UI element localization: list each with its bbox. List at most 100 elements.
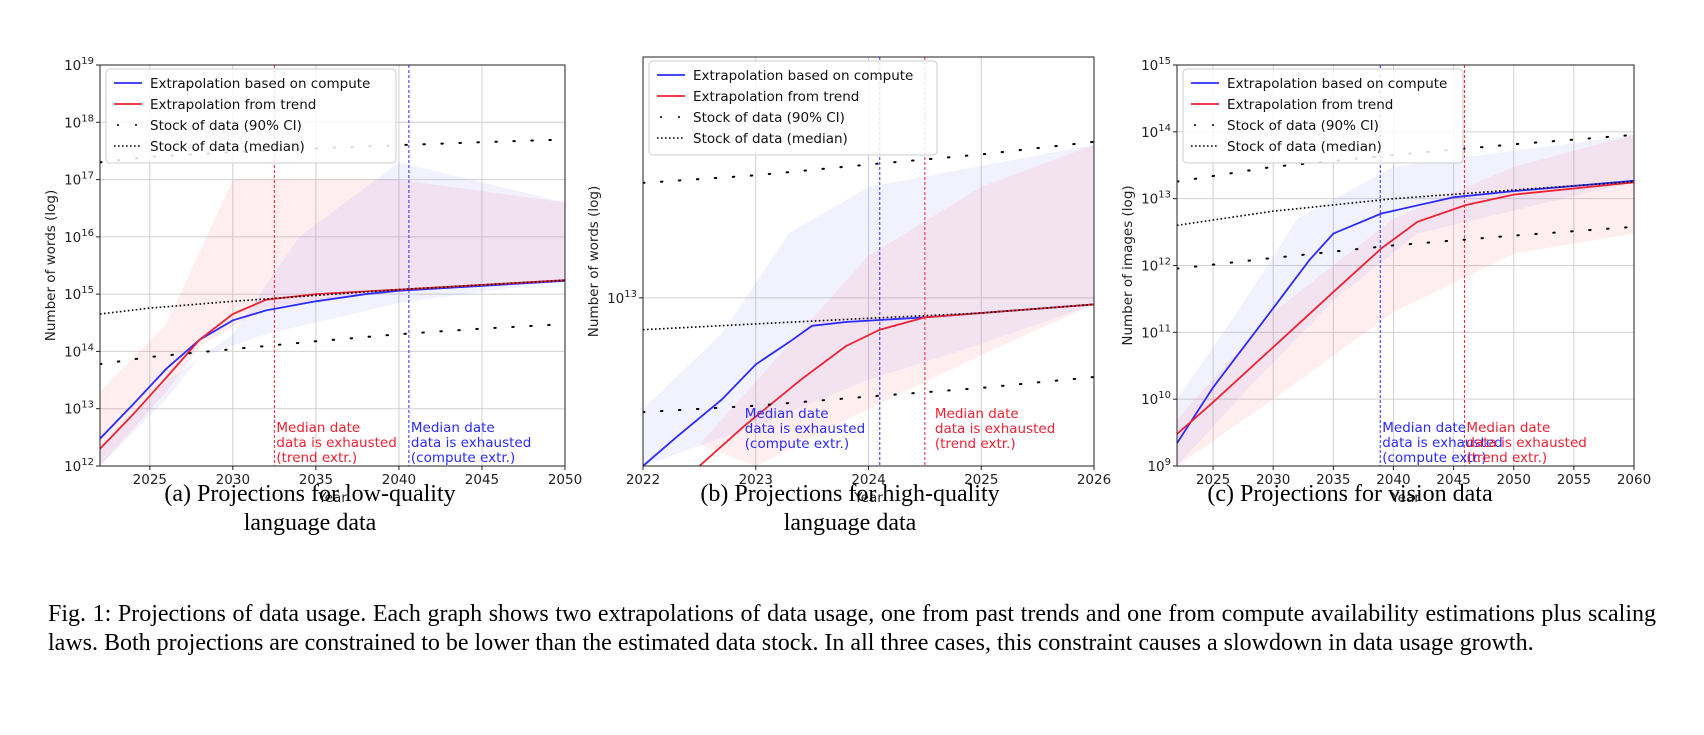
subcaption-c-line1: (c) Projections for vision data xyxy=(1207,481,1493,507)
legend-box xyxy=(105,68,397,164)
legend: Extrapolation based on compute Extrapolat… xyxy=(105,68,397,164)
x-tick-label: 2024 xyxy=(851,472,885,488)
plot-area xyxy=(643,57,1094,466)
y-tick-label: 1010 xyxy=(1141,390,1171,408)
y-tick-label: 1014 xyxy=(1141,123,1171,141)
x-axis-label: Year xyxy=(317,490,347,506)
annotation-label: Median date xyxy=(745,406,829,422)
legend-item: Stock of data (90% CI) xyxy=(117,118,302,134)
series-line xyxy=(1177,179,1634,444)
y-tick-label: 1011 xyxy=(1141,323,1171,341)
y-tick-label: 1013 xyxy=(607,289,637,307)
legend-item: Stock of data (90% CI) xyxy=(1194,118,1379,134)
legend-box xyxy=(1182,68,1464,164)
legend-item: Extrapolation based on compute xyxy=(657,68,913,84)
y-tick-label: 109 xyxy=(1147,457,1171,475)
ci-dotted-line xyxy=(100,323,565,366)
subcaption-b-line2: language data xyxy=(783,510,917,536)
subcaption-a-line1: (a) Projections for low-quality xyxy=(164,481,456,507)
x-tick-label: 2025 xyxy=(964,472,998,488)
legend-swatch xyxy=(678,116,680,118)
legend-item: Stock of data (median) xyxy=(114,139,305,155)
x-tick-label: 2022 xyxy=(626,472,660,488)
legend-label: Extrapolation based on compute xyxy=(1227,76,1447,92)
annotation-label: data is exhausted xyxy=(935,421,1055,437)
legend-item: Extrapolation based on compute xyxy=(1191,76,1447,92)
annotation-label: data is exhausted xyxy=(411,435,531,451)
plot-area xyxy=(1177,65,1634,466)
x-axis-label: Year xyxy=(853,490,883,506)
x-tick-label: 2035 xyxy=(299,472,333,488)
ci-dotted-line xyxy=(1177,225,1634,270)
legend-label: Extrapolation from trend xyxy=(150,97,316,113)
x-tick-label: 2030 xyxy=(216,472,250,488)
series-line xyxy=(100,280,565,440)
annotation-label: (trend extr.) xyxy=(1466,450,1547,466)
ci-dotted-line xyxy=(643,140,1094,184)
legend-label: Stock of data (90% CI) xyxy=(150,118,302,134)
subcaption-b-line1: (b) Projections for high-quality xyxy=(700,481,1000,507)
legend-item: Extrapolation from trend xyxy=(1191,97,1393,113)
y-tick-label: 1016 xyxy=(64,228,94,246)
legend: Extrapolation based on compute Extrapolat… xyxy=(1182,68,1464,164)
annotation-label: Median date xyxy=(276,420,360,436)
median-stock-line xyxy=(100,279,565,315)
x-tick-label: 2040 xyxy=(382,472,416,488)
legend-swatch xyxy=(135,124,137,126)
annotation-label: data is exhausted xyxy=(1466,435,1586,451)
annotation-label: data is exhausted xyxy=(276,435,396,451)
uncertainty-band xyxy=(100,179,565,466)
legend-item: Extrapolation from trend xyxy=(114,97,316,113)
annotation-label: Median date xyxy=(1382,420,1466,436)
plot-frame xyxy=(99,64,566,467)
annotation-label: data is exhausted xyxy=(745,421,865,437)
series-line xyxy=(1177,181,1634,435)
annotation-label: (compute extr.) xyxy=(1382,450,1486,466)
annotation-label: Median date xyxy=(411,420,495,436)
legend-label: Extrapolation from trend xyxy=(1227,97,1393,113)
legend-item: Extrapolation from trend xyxy=(657,89,859,105)
annotation-label: (compute extr.) xyxy=(411,450,515,466)
annotation-label: (compute extr.) xyxy=(745,436,849,452)
legend-label: Extrapolation based on compute xyxy=(693,68,913,84)
legend-item: Stock of data (median) xyxy=(657,131,848,147)
x-tick-label: 2050 xyxy=(1497,472,1531,488)
subcaption-b: (b) Projections for high-quality languag… xyxy=(660,480,1040,538)
y-tick-label: 1014 xyxy=(64,342,94,360)
annotation-label: data is exhausted xyxy=(1382,435,1502,451)
median-stock-line xyxy=(1177,180,1634,227)
x-tick-label: 2040 xyxy=(1376,472,1410,488)
legend-box xyxy=(648,60,938,156)
uncertainty-band xyxy=(100,162,565,466)
uncertainty-band xyxy=(1177,134,1634,466)
legend-swatch xyxy=(1212,124,1214,126)
legend: Extrapolation based on compute Extrapolat… xyxy=(648,60,938,156)
x-tick-label: 2030 xyxy=(1256,472,1290,488)
legend-label: Stock of data (median) xyxy=(693,131,848,147)
y-axis-label: Number of images (log) xyxy=(1120,185,1136,345)
subcaption-c: (c) Projections for vision data xyxy=(1170,480,1530,509)
legend-item: Stock of data (median) xyxy=(1191,139,1382,155)
uncertainty-band xyxy=(699,144,1094,466)
x-tick-label: 2045 xyxy=(465,472,499,488)
y-tick-label: 1012 xyxy=(64,457,94,475)
y-tick-label: 1017 xyxy=(64,171,94,189)
y-tick-label: 1019 xyxy=(64,56,94,74)
uncertainty-band xyxy=(643,144,1094,466)
median-stock-line xyxy=(643,303,1094,331)
annotation-label: (trend extr.) xyxy=(276,450,357,466)
x-tick-label: 2025 xyxy=(133,472,167,488)
x-tick-label: 2045 xyxy=(1436,472,1470,488)
subcaption-a: (a) Projections for low-quality language… xyxy=(130,480,490,538)
y-tick-label: 1015 xyxy=(1141,56,1171,74)
legend-label: Extrapolation based on compute xyxy=(150,76,370,92)
legend-swatch xyxy=(660,116,662,118)
x-tick-label: 2025 xyxy=(1196,472,1230,488)
figure-caption: Fig. 1: Projections of data usage. Each … xyxy=(48,601,1656,656)
y-tick-label: 1013 xyxy=(64,400,94,418)
legend-item: Stock of data (90% CI) xyxy=(660,110,845,126)
x-tick-label: 2035 xyxy=(1316,472,1350,488)
